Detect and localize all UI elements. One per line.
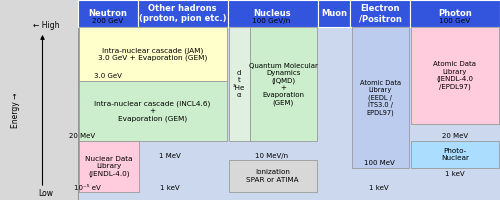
Text: Intra-nuclear cascade (JAM)
3.0 GeV + Evaporation (GEM): Intra-nuclear cascade (JAM) 3.0 GeV + Ev… (98, 47, 207, 61)
Text: Energy →: Energy → (10, 92, 20, 128)
Text: Neutron: Neutron (88, 9, 127, 18)
Bar (350, 0, 410, 27)
Text: Other hadrons
(proton, pion etc.): Other hadrons (proton, pion etc.) (139, 4, 226, 23)
Text: Photon: Photon (438, 9, 472, 18)
Bar (228, 0, 318, 27)
Bar (78, 81, 227, 141)
Text: 100 GeV: 100 GeV (440, 18, 470, 24)
Bar (78, 0, 138, 27)
Text: 1 keV: 1 keV (160, 185, 180, 191)
Text: 20 MeV: 20 MeV (442, 133, 468, 139)
Bar (411, 141, 499, 168)
Bar (410, 0, 500, 27)
Bar (411, 27, 499, 124)
Bar (250, 27, 316, 141)
Text: Atomic Data
Library
(JENDL-4.0
/EPDL97): Atomic Data Library (JENDL-4.0 /EPDL97) (434, 61, 476, 90)
Text: 200 GeV: 200 GeV (92, 18, 123, 24)
Text: Low: Low (38, 190, 54, 198)
Text: Atomic Data
Library
(EEDL /
ITS3.0 /
EPDL97): Atomic Data Library (EEDL / ITS3.0 / EPD… (360, 80, 401, 116)
Text: Quantum Molecular
Dynamics
(JQMD)
+
Evaporation
(GEM): Quantum Molecular Dynamics (JQMD) + Evap… (249, 63, 318, 106)
Bar (78, 27, 227, 81)
Text: Electron
/Positron: Electron /Positron (358, 4, 402, 23)
Text: Nuclear Data
Library
(JENDL-4.0): Nuclear Data Library (JENDL-4.0) (85, 156, 132, 177)
Text: Intra-nuclear cascade (INCL4.6)
+
Evaporation (GEM): Intra-nuclear cascade (INCL4.6) + Evapor… (94, 100, 210, 122)
Bar (78, 141, 139, 192)
Text: d
t
³He
α: d t ³He α (233, 70, 245, 98)
Bar (352, 27, 409, 168)
Bar (138, 0, 228, 27)
Bar (78, 27, 500, 200)
Text: ← High: ← High (33, 21, 60, 30)
Text: Ionization
SPAR or ATIMA: Ionization SPAR or ATIMA (246, 169, 299, 183)
Text: 20 MeV: 20 MeV (70, 133, 96, 139)
Text: 3.0 GeV: 3.0 GeV (94, 73, 122, 79)
Bar (228, 27, 250, 141)
Text: 1 keV: 1 keV (369, 185, 389, 191)
Text: 10⁻⁵ eV: 10⁻⁵ eV (74, 185, 101, 191)
Bar (318, 0, 350, 27)
Text: 10 MeV/n: 10 MeV/n (255, 153, 288, 159)
Bar (228, 160, 316, 192)
Text: 100 GeV/n: 100 GeV/n (252, 18, 290, 24)
Text: Nucleus: Nucleus (254, 9, 292, 18)
Text: 1 MeV: 1 MeV (159, 153, 181, 159)
Text: 100 MeV: 100 MeV (364, 160, 394, 166)
Text: Muon: Muon (321, 9, 347, 18)
Text: 1 keV: 1 keV (445, 171, 465, 177)
Text: Photo-
Nuclear: Photo- Nuclear (441, 148, 469, 161)
